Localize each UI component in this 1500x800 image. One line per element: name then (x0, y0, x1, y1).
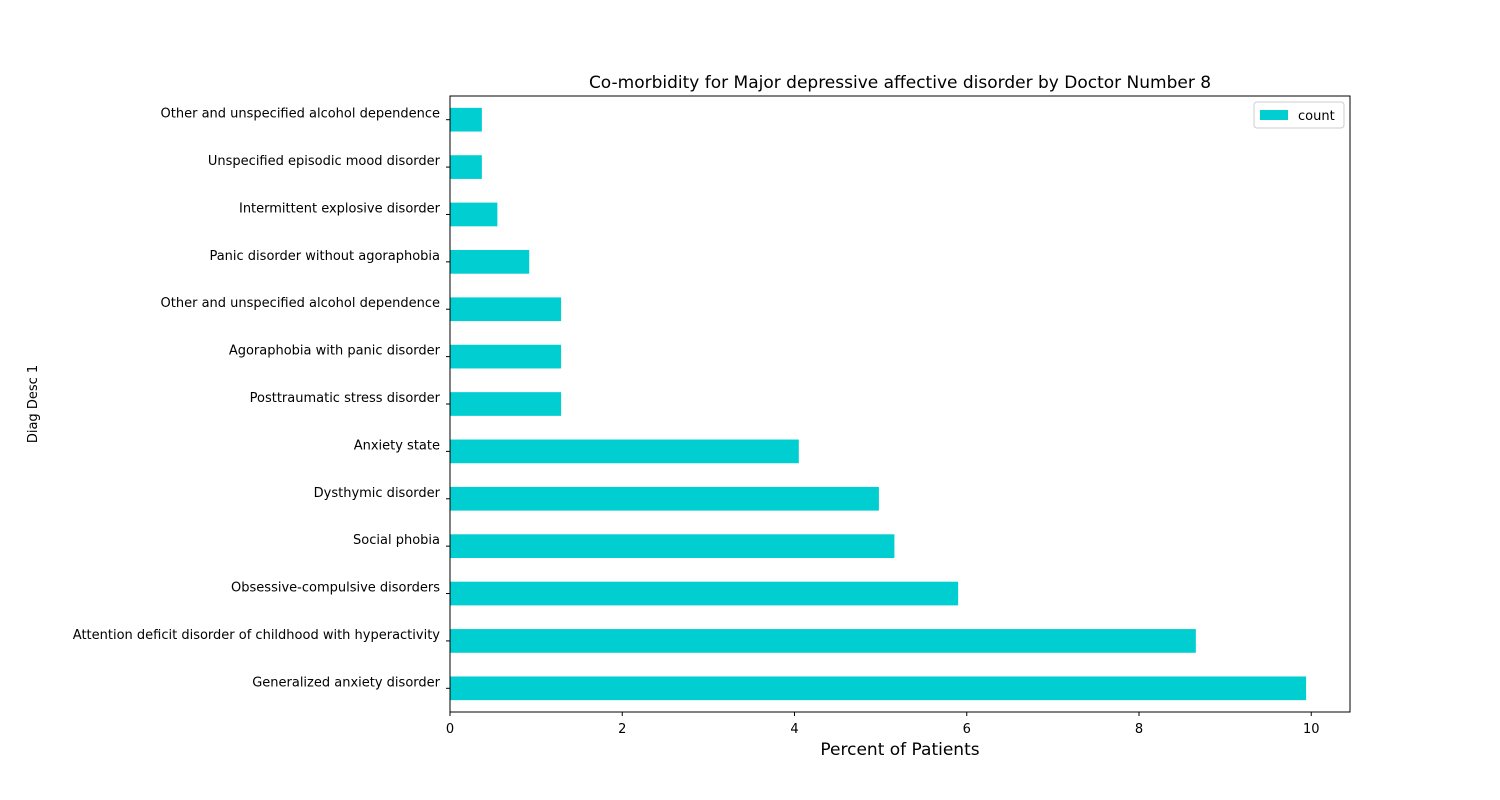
y-axis: Generalized anxiety disorder Attention de… (73, 107, 450, 690)
plot-frame (449, 95, 1351, 713)
x-axis: 0 2 4 6 8 10 (446, 712, 1320, 737)
bar (450, 439, 799, 464)
y-tick-label: Dysthymic disorder (314, 486, 441, 501)
legend-frame (1253, 101, 1345, 129)
legend-label: count (1298, 109, 1335, 124)
bar (450, 392, 562, 416)
bar (450, 581, 959, 606)
y-tick-label: Panic disorder without agoraphobia (209, 249, 440, 264)
y-tick-label: Posttraumatic stress disorder (250, 391, 441, 406)
bar (450, 297, 562, 322)
y-tick-label: Social phobia (353, 533, 440, 548)
x-tick-label: 0 (446, 722, 454, 737)
y-tick-label: Generalized anxiety disorder (252, 675, 440, 690)
bar (450, 486, 879, 511)
y-tick-label: Unspecified episodic mood disorder (208, 154, 441, 169)
y-tick-label: Attention deficit disorder of childhood … (73, 628, 441, 643)
x-axis-label: Percent of Patients (820, 740, 979, 760)
y-tick-label: Intermittent explosive disorder (239, 201, 441, 216)
y-tick-label: Anxiety state (354, 438, 440, 453)
legend: count (1253, 101, 1345, 129)
x-tick-label: 4 (790, 722, 798, 737)
bar (450, 250, 530, 274)
x-tick-label: 10 (1303, 722, 1320, 737)
bar (450, 202, 498, 227)
bar (450, 676, 1307, 701)
y-tick-label: Agoraphobia with panic disorder (229, 344, 441, 359)
y-tick-label: Other and unspecified alcohol dependence (161, 107, 440, 122)
x-tick-label: 8 (1135, 722, 1143, 737)
legend-swatch (1260, 110, 1288, 120)
bar (450, 107, 482, 132)
y-tick-label: Other and unspecified alcohol dependence (161, 296, 440, 311)
y-axis-label: Diag Desc 1 (26, 365, 41, 443)
bar (450, 534, 895, 558)
bar (450, 344, 562, 369)
x-tick-label: 6 (963, 722, 971, 737)
bar (450, 629, 1196, 653)
chart-title: Co-morbidity for Major depressive affect… (589, 73, 1211, 93)
bar (450, 155, 482, 179)
bars-group (450, 107, 1307, 701)
x-tick-label: 2 (618, 722, 626, 737)
y-tick-label: Obsessive-compulsive disorders (231, 581, 440, 596)
